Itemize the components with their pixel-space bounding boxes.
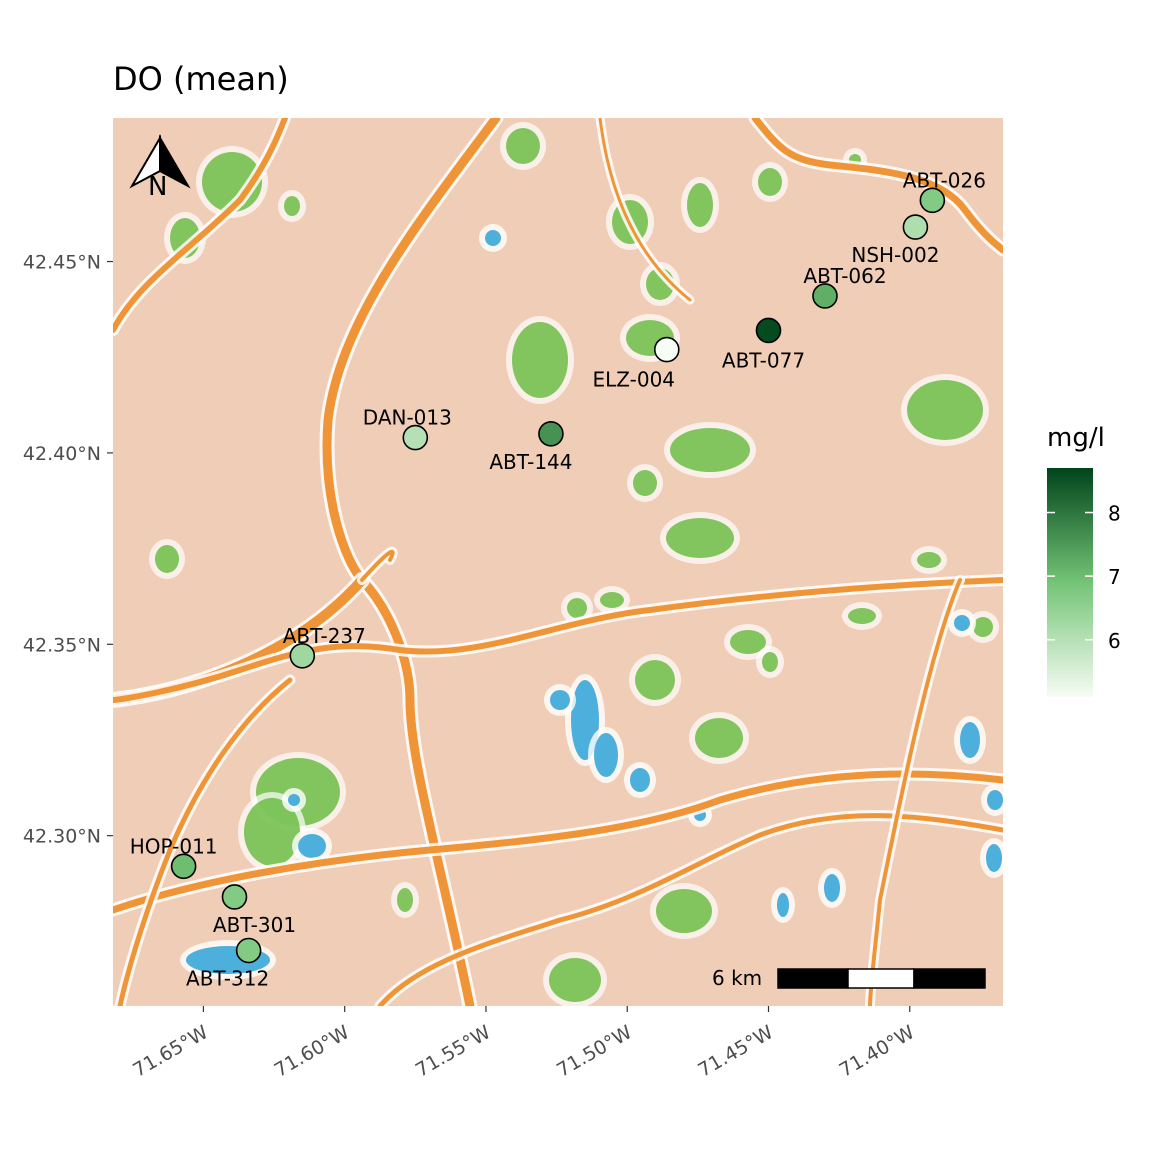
x-tick-label: 71.40°W [836,1021,919,1081]
park-area [973,617,993,637]
scale-bar-label: 6 km [712,966,763,990]
site-label: ABT-237 [283,624,366,648]
x-tick-label: 71.45°W [694,1021,777,1081]
scale-bar-segment [847,968,915,989]
site-marker[interactable] [812,283,838,309]
park-area [244,798,300,866]
site-label: ABT-077 [722,348,805,372]
site-label: ABT-026 [903,168,986,192]
x-tick-label: 71.65°W [129,1021,212,1081]
park-area [600,592,624,608]
site-label: ABT-144 [489,450,572,474]
water-body [986,844,1002,872]
park-area [848,608,876,624]
site-marker[interactable] [235,937,262,964]
site-label: HOP-011 [130,834,218,858]
water-body [960,722,980,758]
road [113,577,1003,703]
y-tick-label: 42.30°N [23,826,101,848]
site-label: DAN-013 [363,406,452,430]
y-tick-label: 42.40°N [23,443,101,465]
park-area [512,322,568,398]
water-body [550,690,570,710]
site-marker[interactable] [170,853,197,880]
water-body [954,615,970,631]
water-body [777,893,789,917]
map-title: DO (mean) [113,60,289,98]
site-label: ABT-062 [803,264,886,288]
legend-ticks: 8 7 6 [1047,502,1121,653]
park-area [656,889,712,933]
legend-tick-label: 6 [1108,629,1121,653]
park-area [730,630,766,654]
site-label: NSH-002 [851,243,939,267]
park-area [758,168,782,196]
park-area [917,552,941,568]
park-area [284,196,300,216]
site-marker[interactable] [221,884,248,910]
site-marker[interactable] [402,424,429,451]
park-area [567,598,587,618]
park-area [549,958,601,1002]
park-area [155,545,179,573]
park-area [695,718,743,758]
water-body [298,834,326,858]
road [113,770,1003,914]
site-marker[interactable] [289,642,316,669]
north-arrow-icon [129,134,191,189]
roads-layer [113,118,1003,1006]
legend-colorbar: 8 7 6 [1047,468,1121,697]
park-area [397,888,413,912]
road [117,677,293,1006]
site-marker[interactable] [902,214,929,240]
water-body [824,874,840,902]
legend-tick-label: 7 [1108,565,1121,589]
x-tick-label: 71.55°W [412,1021,495,1081]
water-body [485,230,501,246]
scale-bar-segment [913,968,986,989]
site-marker[interactable] [653,336,680,363]
road [598,118,692,302]
park-area [666,518,734,558]
basemap [113,118,1003,1006]
y-tick-label: 42.45°N [23,252,101,274]
site-label: ABT-301 [213,913,296,937]
site-label: ELZ-004 [593,368,676,392]
scale-bar [777,968,986,989]
road [360,549,395,582]
road [113,118,288,333]
site-marker[interactable] [538,420,564,447]
park-area [687,183,713,227]
water-body [630,768,650,792]
road [377,813,1003,1006]
park-area [633,470,657,496]
scale-bar-segment [777,968,849,989]
x-tick-label: 71.50°W [553,1021,636,1081]
park-area [506,128,540,164]
north-arrow-label: N [148,172,168,202]
water-layer [180,224,1003,980]
road [751,118,1003,254]
park-area [670,428,750,472]
legend-title: mg/l [1047,423,1105,453]
y-tick-label: 42.35°N [23,634,101,656]
water-body [987,790,1003,810]
park-area [635,660,675,700]
site-marker[interactable] [919,187,946,214]
x-tick-label: 71.60°W [271,1021,354,1081]
water-body [288,794,300,806]
legend-tick-label: 8 [1108,502,1121,526]
site-label: ABT-312 [186,967,269,991]
park-area [762,652,778,672]
water-body [594,733,618,777]
park-area [907,380,983,440]
site-marker[interactable] [755,317,782,344]
